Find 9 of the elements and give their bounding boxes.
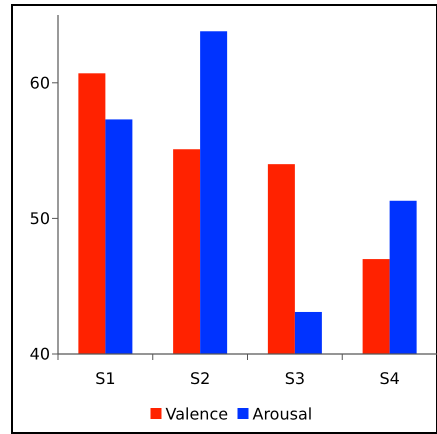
y-tick-label: 40 — [30, 344, 50, 364]
y-tick-label: 60 — [30, 73, 50, 92]
x-tick-label: S1 — [95, 369, 116, 388]
x-tick-label: S3 — [284, 369, 306, 388]
x-tick-label: S2 — [190, 369, 210, 388]
legend-label: Arousal — [252, 404, 312, 424]
y-tick-label: 50 — [30, 209, 50, 228]
x-tick-label: S4 — [379, 369, 400, 388]
legend-label: Valence — [166, 404, 228, 424]
